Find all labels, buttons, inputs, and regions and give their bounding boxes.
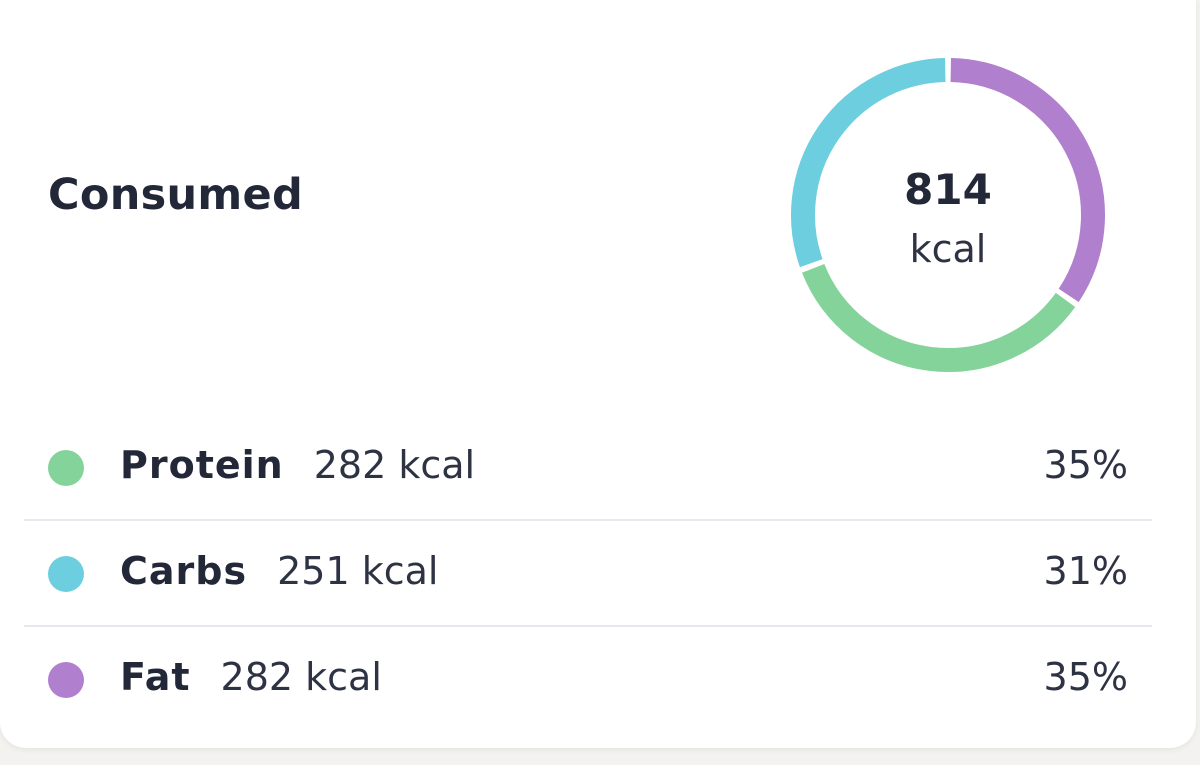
macro-row-carbs: Carbs 251 kcal 31% <box>24 521 1152 627</box>
macro-kcal: 251 kcal <box>277 549 439 593</box>
donut-segment-protein <box>802 263 1076 372</box>
macro-row-fat: Fat 282 kcal 35% <box>24 627 1152 731</box>
macro-name-text: Fat <box>120 655 191 699</box>
total-kcal-unit: kcal <box>909 227 987 271</box>
macro-name: Fat 282 kcal <box>120 655 382 699</box>
macro-percent: 35% <box>1043 655 1128 699</box>
macro-name-text: Protein <box>120 443 284 487</box>
card-title: Consumed <box>48 170 304 220</box>
macro-list: Protein 282 kcal 35% Carbs 251 kcal 31% Fa… <box>24 415 1152 731</box>
macro-row-protein: Protein 282 kcal 35% <box>24 415 1152 521</box>
macro-kcal: 282 kcal <box>313 443 476 487</box>
macro-percent: 31% <box>1043 549 1128 593</box>
fat-dot-icon <box>48 662 84 698</box>
donut-segment-fat <box>950 58 1105 302</box>
carbs-dot-icon <box>48 556 84 592</box>
macro-kcal: 282 kcal <box>220 655 382 699</box>
macro-name-text: Carbs <box>120 549 248 593</box>
protein-dot-icon <box>48 450 84 486</box>
total-kcal-value: 814 <box>904 165 992 214</box>
donut-center: 814 kcal <box>786 53 1110 377</box>
macro-name: Protein 282 kcal <box>120 443 475 487</box>
macro-name: Carbs 251 kcal <box>120 549 438 593</box>
macro-percent: 35% <box>1043 443 1128 487</box>
consumed-card: Consumed 814 kcal Protein 282 kcal 35% Ca… <box>0 0 1196 748</box>
donut-svg <box>791 58 1105 372</box>
donut-segment-carbs <box>791 58 946 268</box>
macro-donut-chart: 814 kcal <box>786 53 1110 377</box>
